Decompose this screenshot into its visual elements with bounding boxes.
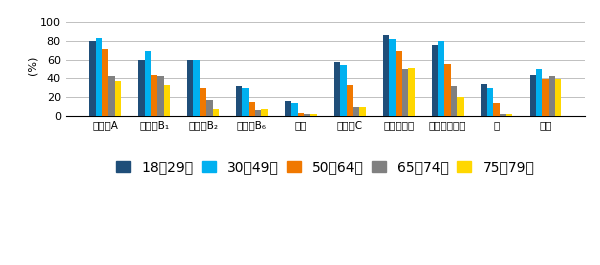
Bar xyxy=(353,107,359,116)
Bar xyxy=(340,65,347,116)
Bar xyxy=(402,69,408,116)
Bar xyxy=(347,85,353,116)
Bar xyxy=(255,110,262,116)
Bar xyxy=(164,85,170,116)
Bar xyxy=(187,60,193,116)
Bar xyxy=(102,50,109,116)
Bar xyxy=(212,109,219,116)
Y-axis label: (%): (%) xyxy=(27,56,37,75)
Bar xyxy=(109,76,115,116)
Bar xyxy=(555,79,562,116)
Bar xyxy=(493,103,500,116)
Bar xyxy=(298,113,304,116)
Bar xyxy=(151,74,157,116)
Bar xyxy=(206,100,212,116)
Bar xyxy=(530,74,536,116)
Bar xyxy=(408,68,415,116)
Bar xyxy=(389,39,395,116)
Bar xyxy=(145,51,151,116)
Bar xyxy=(242,88,249,116)
Bar xyxy=(249,101,255,116)
Bar xyxy=(334,63,340,116)
Bar xyxy=(451,86,457,116)
Bar xyxy=(200,88,206,116)
Bar xyxy=(432,45,438,116)
Bar xyxy=(536,69,542,116)
Bar xyxy=(193,60,200,116)
Bar xyxy=(310,114,317,116)
Bar xyxy=(395,51,402,116)
Bar xyxy=(548,76,555,116)
Bar xyxy=(304,114,310,116)
Bar xyxy=(487,88,493,116)
Bar xyxy=(138,60,145,116)
Bar xyxy=(383,34,389,116)
Bar xyxy=(262,109,268,116)
Legend: 18～29歳, 30～49歳, 50～64歳, 65～74歳, 75～79歳: 18～29歳, 30～49歳, 50～64歳, 65～74歳, 75～79歳 xyxy=(111,155,540,180)
Bar xyxy=(542,79,548,116)
Bar xyxy=(481,84,487,116)
Bar xyxy=(506,114,512,116)
Bar xyxy=(457,97,464,116)
Bar xyxy=(285,101,292,116)
Bar xyxy=(359,107,365,116)
Bar xyxy=(445,64,451,116)
Bar xyxy=(157,76,164,116)
Bar xyxy=(438,41,445,116)
Bar xyxy=(292,103,298,116)
Bar xyxy=(236,86,242,116)
Bar xyxy=(500,114,506,116)
Bar xyxy=(95,38,102,116)
Bar xyxy=(115,81,121,116)
Bar xyxy=(89,41,95,116)
